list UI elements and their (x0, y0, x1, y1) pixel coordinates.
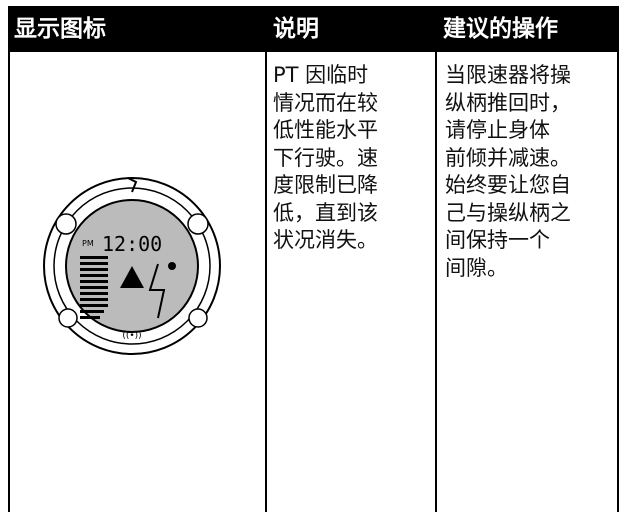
time-label: 12:00 (102, 232, 162, 256)
svg-text:((•)): ((•)) (122, 331, 141, 341)
text-line: 纵柄推回时， (445, 90, 571, 115)
description: PT 因临时 情况而在较低性能水平下行驶。速度限制已降低，直到该状况消失。 (273, 62, 378, 255)
text-line: 始终要让您自 (445, 173, 571, 197)
text-line: 低性能水平 (273, 118, 378, 142)
text-line: 下行驶。速 (273, 145, 378, 170)
text-line: 己与操纵柄之 (445, 200, 571, 225)
text-line: 当限速器将操 (445, 63, 571, 87)
text-line: 情况而在较 (273, 90, 378, 115)
header-cell: 显示图标 (8, 6, 265, 52)
text-line: 度限制已降 (273, 173, 378, 197)
border (617, 6, 619, 512)
text-line: 间隙。 (445, 255, 508, 280)
border (8, 6, 10, 512)
period-label: PM (82, 239, 94, 248)
header-cell: 建议的操作 (437, 6, 618, 52)
display-icon: PM 12:00 ((•)) (43, 177, 221, 355)
text-line: 低，直到该 (273, 200, 378, 225)
border (435, 6, 437, 512)
action: 当限速器将操 纵柄推回时， 请停止身体前倾并减速。 始终要让您自 己与操纵柄之 间保持一个… (445, 62, 571, 282)
border (265, 6, 267, 512)
text-line: 状况消失。 (273, 228, 378, 252)
text-line: 间保持一个 (445, 228, 550, 252)
header-cell: 说明 (267, 6, 435, 52)
text-line: 前倾并减速。 (445, 145, 571, 170)
text-line: 请停止身体 (445, 118, 550, 142)
text-line: PT 因临时 (273, 63, 369, 87)
